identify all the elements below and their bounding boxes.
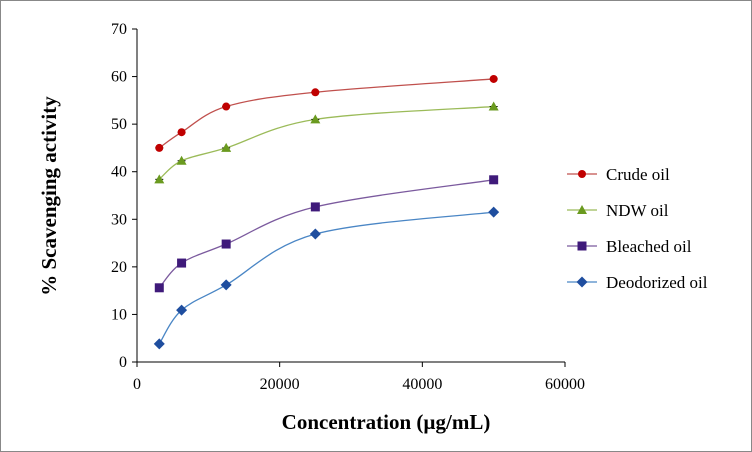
legend-item: Deodorized oil	[567, 273, 708, 292]
legend-label: Crude oil	[606, 165, 670, 184]
data-point	[309, 228, 321, 240]
data-point	[153, 338, 165, 350]
y-tick-label: 40	[111, 164, 127, 181]
y-tick-label: 60	[111, 69, 127, 86]
data-point	[176, 155, 187, 165]
data-point	[578, 170, 586, 178]
x-tick-label: 20000	[260, 376, 300, 393]
series-line	[158, 179, 494, 289]
series-crude-oil	[155, 74, 498, 152]
x-tick-label: 40000	[402, 376, 442, 393]
series-line	[158, 78, 494, 149]
y-tick-label: 20	[111, 259, 127, 276]
data-point	[155, 143, 164, 152]
data-point	[310, 202, 320, 212]
data-point	[177, 258, 187, 268]
series-line	[158, 105, 494, 180]
data-point	[176, 304, 188, 316]
data-point	[311, 88, 320, 97]
y-tick-label: 50	[111, 116, 127, 133]
series-bleached-oil	[154, 175, 499, 293]
data-point	[177, 128, 186, 137]
y-tick-label: 0	[119, 354, 127, 371]
data-point	[488, 206, 500, 218]
legend-item: Bleached oil	[567, 237, 692, 256]
x-tick-label: 60000	[545, 376, 585, 393]
legend-label: Deodorized oil	[606, 273, 708, 292]
legend-label: Bleached oil	[606, 237, 692, 256]
data-point	[222, 102, 231, 111]
y-tick-label: 30	[111, 211, 127, 228]
y-tick-label: 70	[111, 21, 127, 38]
data-point	[154, 283, 164, 293]
legend-item: Crude oil	[567, 165, 670, 184]
legend-label: NDW oil	[606, 201, 669, 220]
series-line	[158, 211, 494, 345]
data-point	[488, 101, 499, 111]
data-point	[154, 174, 165, 184]
data-point	[221, 142, 232, 152]
legend-item: NDW oil	[567, 201, 669, 220]
data-point	[220, 279, 232, 291]
data-point	[577, 241, 587, 251]
data-point	[577, 205, 587, 214]
x-tick-label: 0	[133, 376, 141, 393]
data-point	[310, 114, 321, 124]
data-point	[489, 74, 498, 83]
y-tick-label: 10	[111, 306, 127, 323]
y-axis-label: % Scavenging activity	[37, 96, 61, 296]
data-point	[576, 276, 588, 288]
x-axis-label: Concentration (µg/mL)	[282, 410, 491, 434]
series-ndw-oil	[154, 101, 499, 184]
data-point	[489, 175, 499, 185]
series-deodorized-oil	[153, 206, 500, 350]
data-point	[221, 239, 231, 249]
